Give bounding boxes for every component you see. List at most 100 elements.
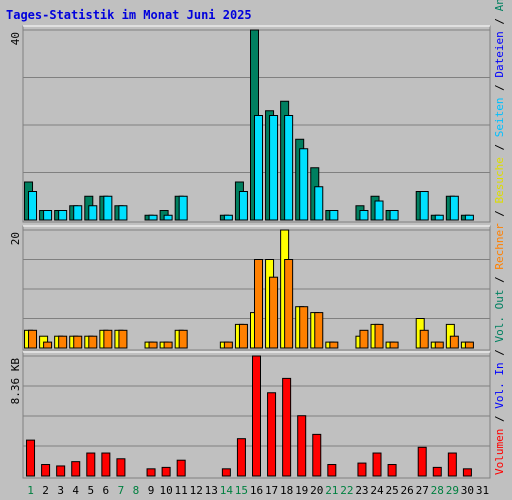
bar-rechner-day-5 [88,335,98,349]
bar-volumen-day-1 [26,439,36,477]
side-legend-part-13: / [493,11,506,31]
side-legend-part-9: / [493,137,506,157]
x-tick-label-day-13: 13 [205,484,218,497]
bar-volumen-day-30 [462,468,472,477]
x-tick-label-day-22: 22 [340,484,353,497]
side-legend: Volumen / Vol. In / Vol. Out / Rechner /… [493,0,506,475]
y-axis-max-label: 40 [9,32,22,45]
side-legend-part-7: / [493,203,506,223]
x-tick-label-day-23: 23 [355,484,368,497]
bar-rechner-day-4 [73,335,83,349]
bar-dateien-day-21 [329,210,339,221]
bar-dateien-day-25 [389,210,399,221]
x-tick-label-day-28: 28 [431,484,444,497]
bar-volumen-day-10 [161,466,171,477]
x-tick-label-day-6: 6 [103,484,110,497]
side-legend-part-10: Seiten [493,97,506,137]
x-tick-label-day-15: 15 [235,484,248,497]
x-tick-label-day-19: 19 [295,484,308,497]
bar-volumen-day-21 [327,464,337,477]
x-tick-label-day-14: 14 [220,484,234,497]
x-tick-label-day-25: 25 [385,484,398,497]
x-tick-label-day-10: 10 [159,484,172,497]
bar-volumen-day-4 [71,461,81,477]
bar-rechner-day-10 [163,341,173,349]
bar-rechner-day-1 [28,329,38,349]
bar-volumen-day-5 [86,452,96,477]
x-tick-label-day-12: 12 [190,484,203,497]
bar-volumen-day-3 [56,465,66,477]
bar-volumen-day-20 [312,433,322,477]
bar-dateien-day-6 [103,195,113,221]
bar-dateien-day-27 [419,191,429,221]
panel-3: 8.36 KB [9,351,491,479]
x-tick-label-day-29: 29 [446,484,459,497]
bar-dateien-day-24 [374,200,384,221]
bar-dateien-day-15 [238,191,248,221]
bar-dateien-day-10 [163,214,173,221]
bar-volumen-day-24 [372,452,382,477]
bar-rechner-day-17 [269,276,279,349]
bar-rechner-day-9 [148,341,158,349]
x-tick-label-day-31: 31 [476,484,489,497]
side-legend-part-11: / [493,78,506,98]
bar-rechner-day-18 [284,259,294,349]
bar-dateien-day-19 [299,148,309,221]
y-axis-max-label: 20 [9,232,22,245]
side-legend-part-4: Vol. Out [493,290,506,343]
x-tick-label-day-16: 16 [250,484,263,497]
side-legend-part-1: / [493,409,506,429]
bar-dateien-day-4 [73,205,83,221]
bar-dateien-day-20 [314,186,324,221]
y-axis-max-label: 8.36 KB [9,358,22,405]
bar-dateien-day-2 [43,210,53,221]
bar-volumen-day-25 [387,464,397,477]
x-tick-label-day-17: 17 [265,484,278,497]
bar-dateien-day-7 [118,205,128,221]
x-tick-label-day-26: 26 [401,484,414,497]
bar-dateien-day-5 [88,205,98,221]
bar-dateien-day-18 [284,115,294,221]
bar-rechner-day-6 [103,329,113,349]
bar-rechner-day-11 [178,329,188,349]
bar-dateien-day-29 [449,195,459,221]
bar-volumen-day-19 [297,415,307,477]
bar-rechner-day-29 [449,335,459,349]
side-legend-part-12: Dateien [493,31,506,77]
bar-dateien-day-30 [464,214,474,221]
x-tick-label-day-27: 27 [416,484,429,497]
x-tick-label-day-20: 20 [310,484,323,497]
bar-volumen-day-6 [101,452,111,477]
chart-panels: 40 20 8.36 KB [9,25,491,479]
x-tick-label-day-1: 1 [27,484,34,497]
side-legend-part-2: Vol. In [493,362,506,408]
side-legend-part-5: / [493,270,506,290]
bar-rechner-day-19 [299,306,309,349]
x-tick-label-day-4: 4 [72,484,79,497]
bar-rechner-day-25 [389,341,399,349]
bar-rechner-day-24 [374,323,384,349]
bar-volumen-day-23 [357,462,367,477]
x-tick-label-day-5: 5 [87,484,94,497]
bar-rechner-day-28 [434,341,444,349]
bar-volumen-day-7 [116,458,126,477]
bar-volumen-day-11 [176,459,186,477]
bar-volumen-day-27 [417,446,427,477]
x-tick-label-day-3: 3 [57,484,64,497]
x-tick-label-day-21: 21 [325,484,338,497]
bar-rechner-day-16 [254,259,263,349]
bar-rechner-day-14 [223,341,233,349]
chart-title: Tages-Statistik im Monat Juni 2025 [6,8,252,22]
bar-dateien-day-17 [269,115,279,221]
x-tick-label-day-30: 30 [461,484,474,497]
bar-dateien-day-14 [223,214,233,221]
bar-volumen-day-14 [221,468,231,477]
side-legend-part-14: Anfragen [493,0,506,11]
bar-volumen-day-18 [282,377,292,477]
bar-dateien-day-1 [28,191,38,221]
x-tick-label-day-8: 8 [133,484,140,497]
bar-rechner-day-20 [314,312,324,349]
bar-volumen-day-9 [146,468,156,477]
bar-rechner-day-2 [43,341,53,349]
bar-rechner-day-27 [419,329,429,349]
